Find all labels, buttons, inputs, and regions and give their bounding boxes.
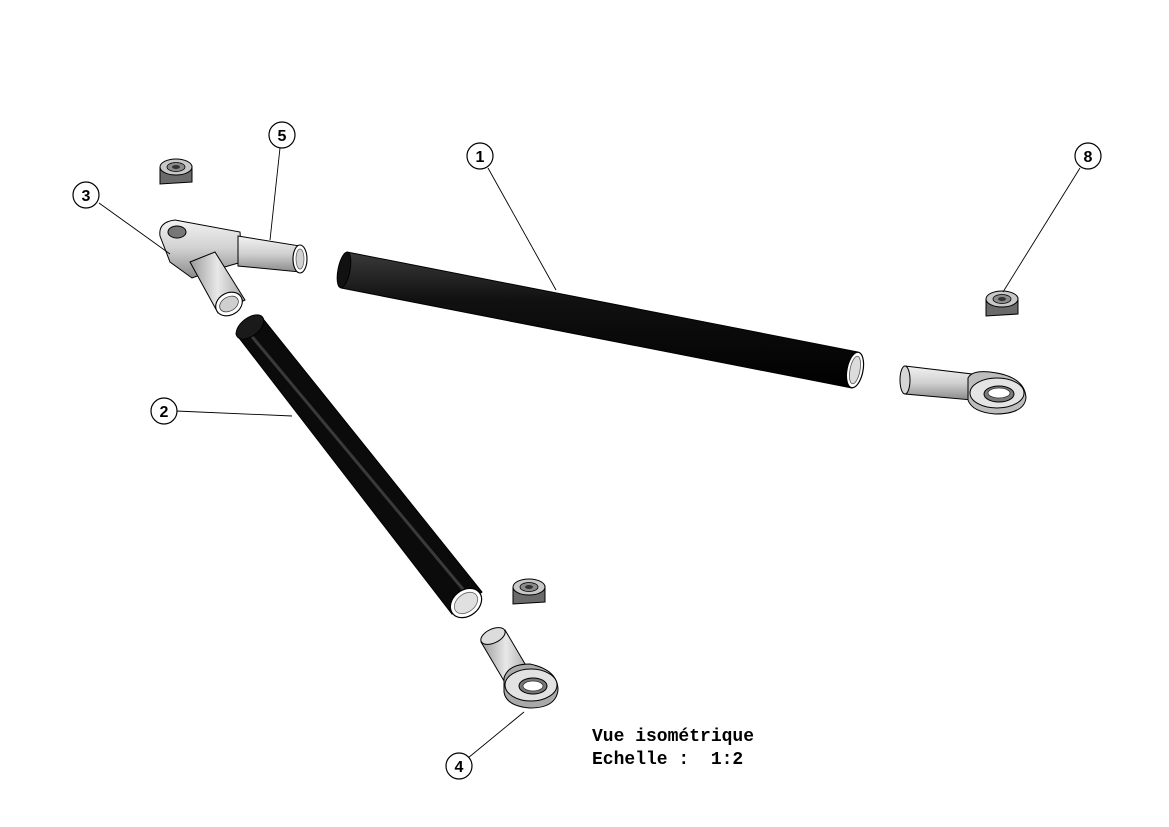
balloon-1: 1 (466, 142, 494, 170)
balloon-3: 3 (72, 181, 100, 209)
rod-end-part-4 (480, 627, 559, 709)
balloon-4: 4 (445, 752, 473, 780)
svg-text:3: 3 (82, 188, 91, 205)
svg-text:4: 4 (455, 759, 464, 776)
view-caption: Vue isométrique Echelle : 1:2 (592, 726, 754, 772)
bearing-top-left (159, 158, 193, 185)
view-title: Vue isométrique (592, 727, 755, 747)
rod-end-right (899, 365, 1027, 415)
tube-part-2 (235, 314, 483, 619)
balloon-5: 5 (268, 121, 296, 149)
junction-part-3 (159, 219, 246, 317)
tube-part-1 (336, 251, 865, 389)
bearing-part-8 (985, 290, 1019, 317)
balloon-2: 2 (150, 397, 178, 425)
spigot-part-5 (237, 235, 308, 274)
svg-text:2: 2 (160, 404, 169, 421)
svg-text:1: 1 (476, 149, 485, 166)
bearing-bottom (512, 578, 546, 605)
balloon-8: 8 (1074, 142, 1102, 170)
leader-lines (98, 147, 1081, 759)
scale-label: Echelle : (592, 750, 690, 770)
scale-value: 1:2 (710, 750, 744, 770)
svg-text:8: 8 (1084, 149, 1093, 166)
svg-text:5: 5 (278, 128, 287, 145)
